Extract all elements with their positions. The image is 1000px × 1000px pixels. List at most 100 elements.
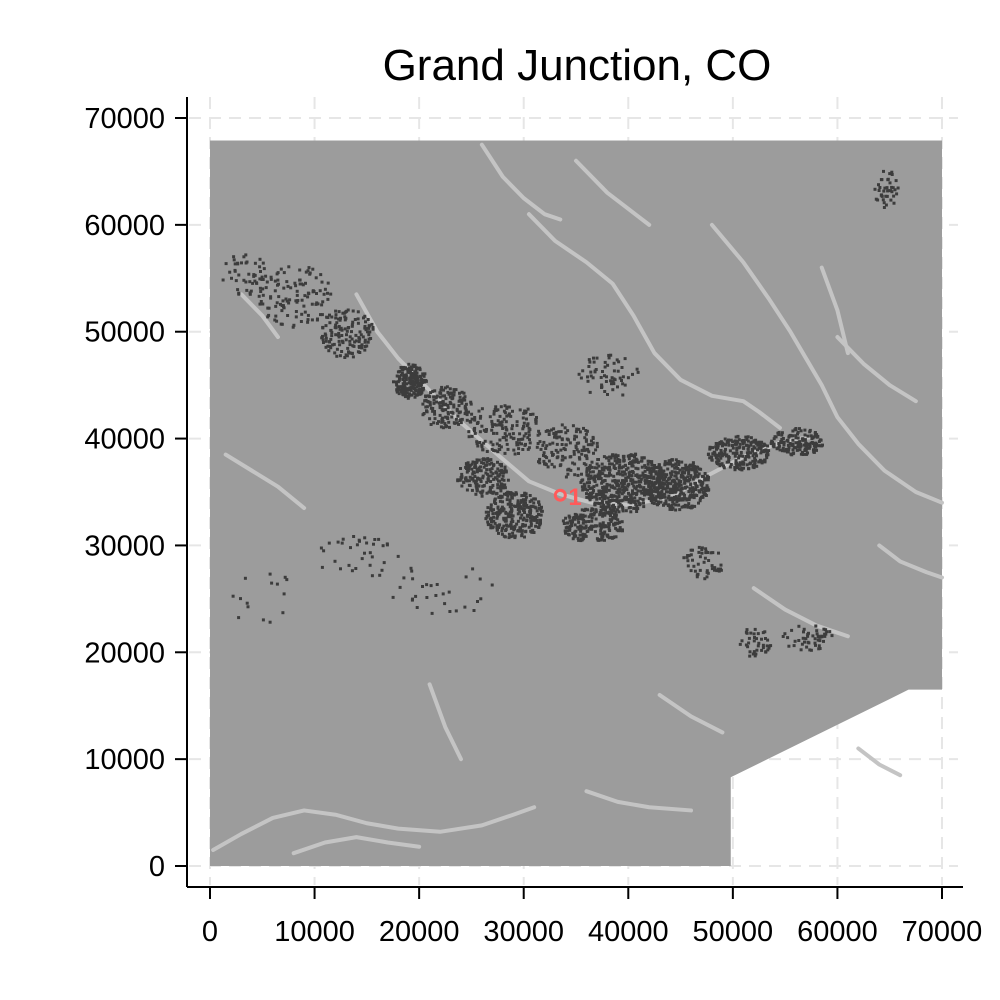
- urban-cell: [503, 535, 507, 539]
- urban-cell: [573, 462, 577, 466]
- urban-cell: [890, 190, 894, 194]
- urban-cell: [892, 201, 896, 205]
- urban-cell: [244, 280, 248, 284]
- urban-cell: [492, 431, 495, 435]
- urban-cell: [689, 467, 693, 471]
- urban-cell: [642, 505, 646, 509]
- urban-cell: [465, 488, 469, 492]
- urban-cell: [745, 463, 749, 467]
- urban-cell: [544, 447, 548, 450]
- urban-cell: [647, 480, 651, 483]
- urban-cell: [324, 324, 328, 328]
- urban-cell: [666, 490, 670, 494]
- urban-cell: [721, 444, 724, 448]
- urban-cell: [527, 433, 531, 437]
- urban-cell: [468, 484, 472, 487]
- urban-cell: [588, 487, 592, 490]
- urban-cell: [506, 447, 510, 451]
- urban-cell: [587, 358, 591, 362]
- urban-cell: [415, 385, 419, 389]
- urban-cell: [884, 194, 888, 198]
- urban-cell: [248, 291, 252, 295]
- urban-cell: [686, 475, 690, 479]
- urban-cell: [552, 432, 556, 435]
- urban-cell: [750, 440, 754, 444]
- urban-cell: [752, 650, 756, 654]
- urban-cell: [475, 422, 479, 425]
- urban-cell: [480, 445, 484, 449]
- urban-cell: [493, 449, 497, 453]
- urban-cell: [683, 496, 687, 500]
- urban-cell: [662, 469, 666, 473]
- urban-cell: [705, 575, 709, 579]
- urban-cell: [328, 340, 332, 344]
- urban-cell: [490, 467, 494, 471]
- urban-cell: [700, 484, 704, 488]
- urban-cell: [666, 496, 670, 500]
- urban-cell: [693, 481, 697, 485]
- urban-cell: [581, 535, 585, 538]
- urban-cell: [413, 392, 417, 396]
- urban-cell: [806, 632, 810, 636]
- urban-cell: [528, 500, 532, 504]
- urban-cell: [742, 446, 746, 450]
- urban-cell: [612, 377, 616, 381]
- urban-cell: [348, 351, 352, 355]
- urban-cell: [661, 485, 665, 489]
- urban-cell: [348, 335, 352, 339]
- urban-cell: [519, 516, 522, 520]
- urban-cell: [796, 445, 800, 449]
- urban-cell: [401, 392, 405, 396]
- urban-cell: [463, 404, 467, 408]
- urban-cell: [585, 495, 589, 499]
- urban-cell: [528, 441, 532, 445]
- urban-cell: [469, 400, 473, 404]
- urban-cell: [799, 443, 802, 447]
- urban-cell: [444, 402, 448, 406]
- urban-cell: [674, 471, 678, 475]
- urban-cell: [635, 473, 639, 477]
- urban-cell: [626, 376, 630, 380]
- urban-cell: [660, 490, 664, 493]
- urban-cell: [533, 497, 537, 501]
- urban-cell: [814, 445, 818, 449]
- urban-cell: [883, 186, 887, 190]
- urban-cell: [598, 490, 601, 494]
- urban-cell: [674, 487, 678, 491]
- urban-cell: [385, 542, 389, 546]
- urban-cell: [607, 522, 611, 526]
- urban-cell: [652, 501, 656, 505]
- urban-cell: [444, 397, 448, 401]
- urban-cell: [639, 489, 643, 493]
- urban-cell: [882, 189, 886, 193]
- urban-cell: [446, 406, 450, 410]
- urban-cell: [535, 515, 539, 518]
- urban-cell: [478, 416, 482, 420]
- urban-cell: [415, 606, 419, 609]
- urban-cell: [452, 421, 456, 425]
- urban-cell: [742, 439, 746, 442]
- urban-cell: [420, 378, 424, 382]
- urban-cell: [657, 495, 661, 499]
- urban-cell: [258, 257, 262, 261]
- urban-cell: [801, 453, 805, 456]
- urban-cell: [498, 472, 502, 476]
- urban-cell: [780, 449, 784, 453]
- urban-cell: [466, 461, 470, 465]
- urban-cell: [467, 430, 471, 434]
- urban-cell: [234, 279, 238, 283]
- urban-cell: [503, 404, 507, 408]
- urban-cell: [659, 470, 663, 474]
- urban-cell: [433, 417, 437, 421]
- urban-cell: [233, 262, 237, 266]
- urban-cell: [557, 430, 561, 434]
- urban-cell: [522, 425, 526, 429]
- urban-cell: [529, 508, 533, 512]
- urban-cell: [546, 465, 550, 469]
- urban-cell: [519, 526, 523, 530]
- urban-cell: [672, 498, 676, 502]
- urban-cell: [652, 475, 656, 479]
- urban-cell: [237, 291, 241, 295]
- urban-cell: [500, 532, 504, 536]
- urban-cell: [755, 637, 758, 641]
